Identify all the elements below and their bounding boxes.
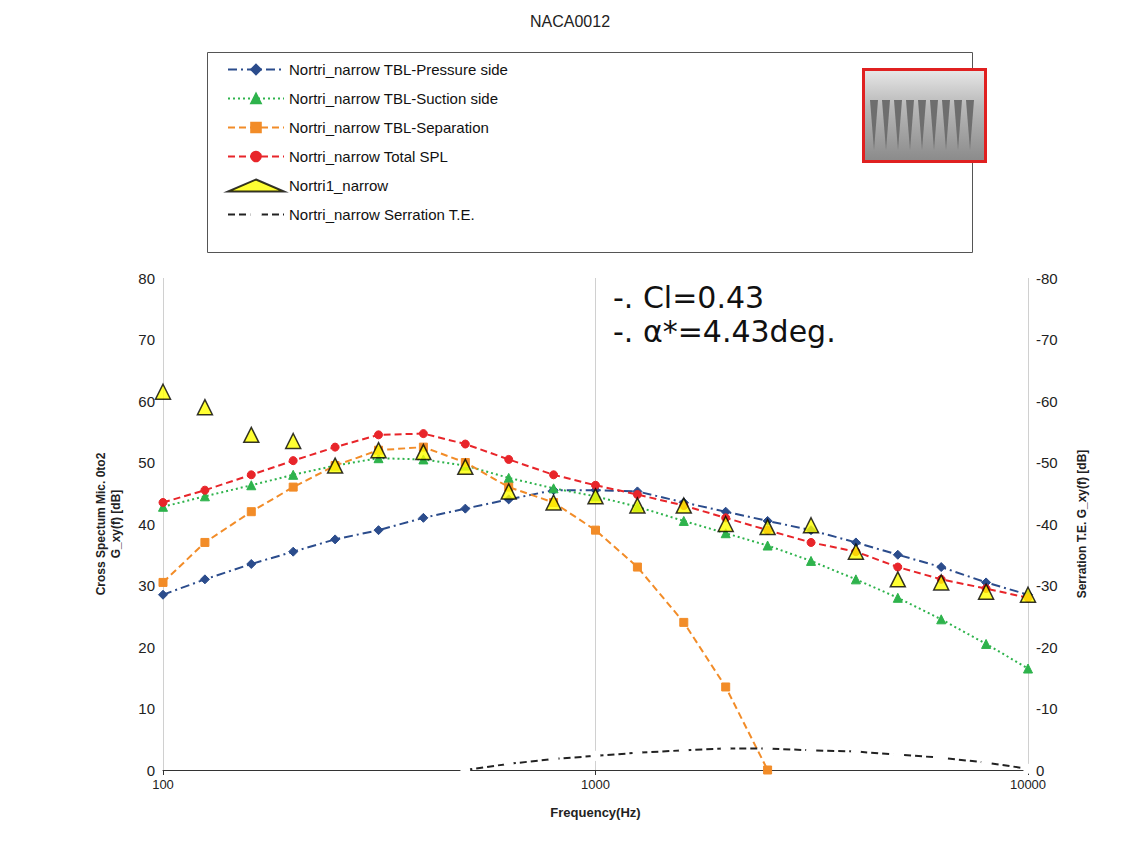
svg-text:-20: -20 [1036, 639, 1058, 656]
svg-text:NACA0012: NACA0012 [530, 13, 610, 30]
svg-text:-60: -60 [1036, 393, 1058, 410]
svg-text:50: 50 [138, 454, 155, 471]
svg-text:Frequency(Hz): Frequency(Hz) [550, 805, 640, 820]
svg-text:-10: -10 [1036, 700, 1058, 717]
svg-text:70: 70 [138, 331, 155, 348]
svg-text:-. α*=4.43deg.: -. α*=4.43deg. [613, 314, 836, 349]
svg-text:100: 100 [152, 777, 174, 792]
svg-text:0: 0 [1036, 762, 1044, 779]
svg-text:30: 30 [138, 577, 155, 594]
svg-text:10: 10 [138, 700, 155, 717]
svg-text:80: 80 [138, 270, 155, 287]
svg-text:Nortri_narrow TBL-Pressure sid: Nortri_narrow TBL-Pressure side [289, 61, 508, 78]
svg-text:G_xy(f) [dB]: G_xy(f) [dB] [109, 490, 123, 559]
svg-text:20: 20 [138, 639, 155, 656]
svg-text:-30: -30 [1036, 577, 1058, 594]
svg-text:0: 0 [147, 762, 155, 779]
svg-text:1000: 1000 [581, 777, 610, 792]
svg-text:Nortri_narrow Serration T.E.: Nortri_narrow Serration T.E. [289, 206, 475, 223]
svg-text:Nortri_narrow TBL-Suction side: Nortri_narrow TBL-Suction side [289, 90, 498, 107]
svg-text:40: 40 [138, 516, 155, 533]
svg-text:-40: -40 [1036, 516, 1058, 533]
svg-text:-. Cl=0.43: -. Cl=0.43 [613, 280, 764, 315]
svg-text:-70: -70 [1036, 331, 1058, 348]
svg-text:Cross Spectum Mic. 0to2: Cross Spectum Mic. 0to2 [94, 452, 108, 595]
svg-text:Serration T.E. G_xy(f) [dB]: Serration T.E. G_xy(f) [dB] [1075, 450, 1089, 599]
svg-text:-80: -80 [1036, 270, 1058, 287]
svg-text:Nortri1_narrow: Nortri1_narrow [289, 177, 388, 194]
svg-text:-50: -50 [1036, 454, 1058, 471]
svg-text:Nortri_narrow TBL-Separation: Nortri_narrow TBL-Separation [289, 119, 489, 136]
svg-text:Nortri_narrow Total SPL: Nortri_narrow Total SPL [289, 148, 448, 165]
svg-text:10000: 10000 [1010, 777, 1046, 792]
svg-text:60: 60 [138, 393, 155, 410]
